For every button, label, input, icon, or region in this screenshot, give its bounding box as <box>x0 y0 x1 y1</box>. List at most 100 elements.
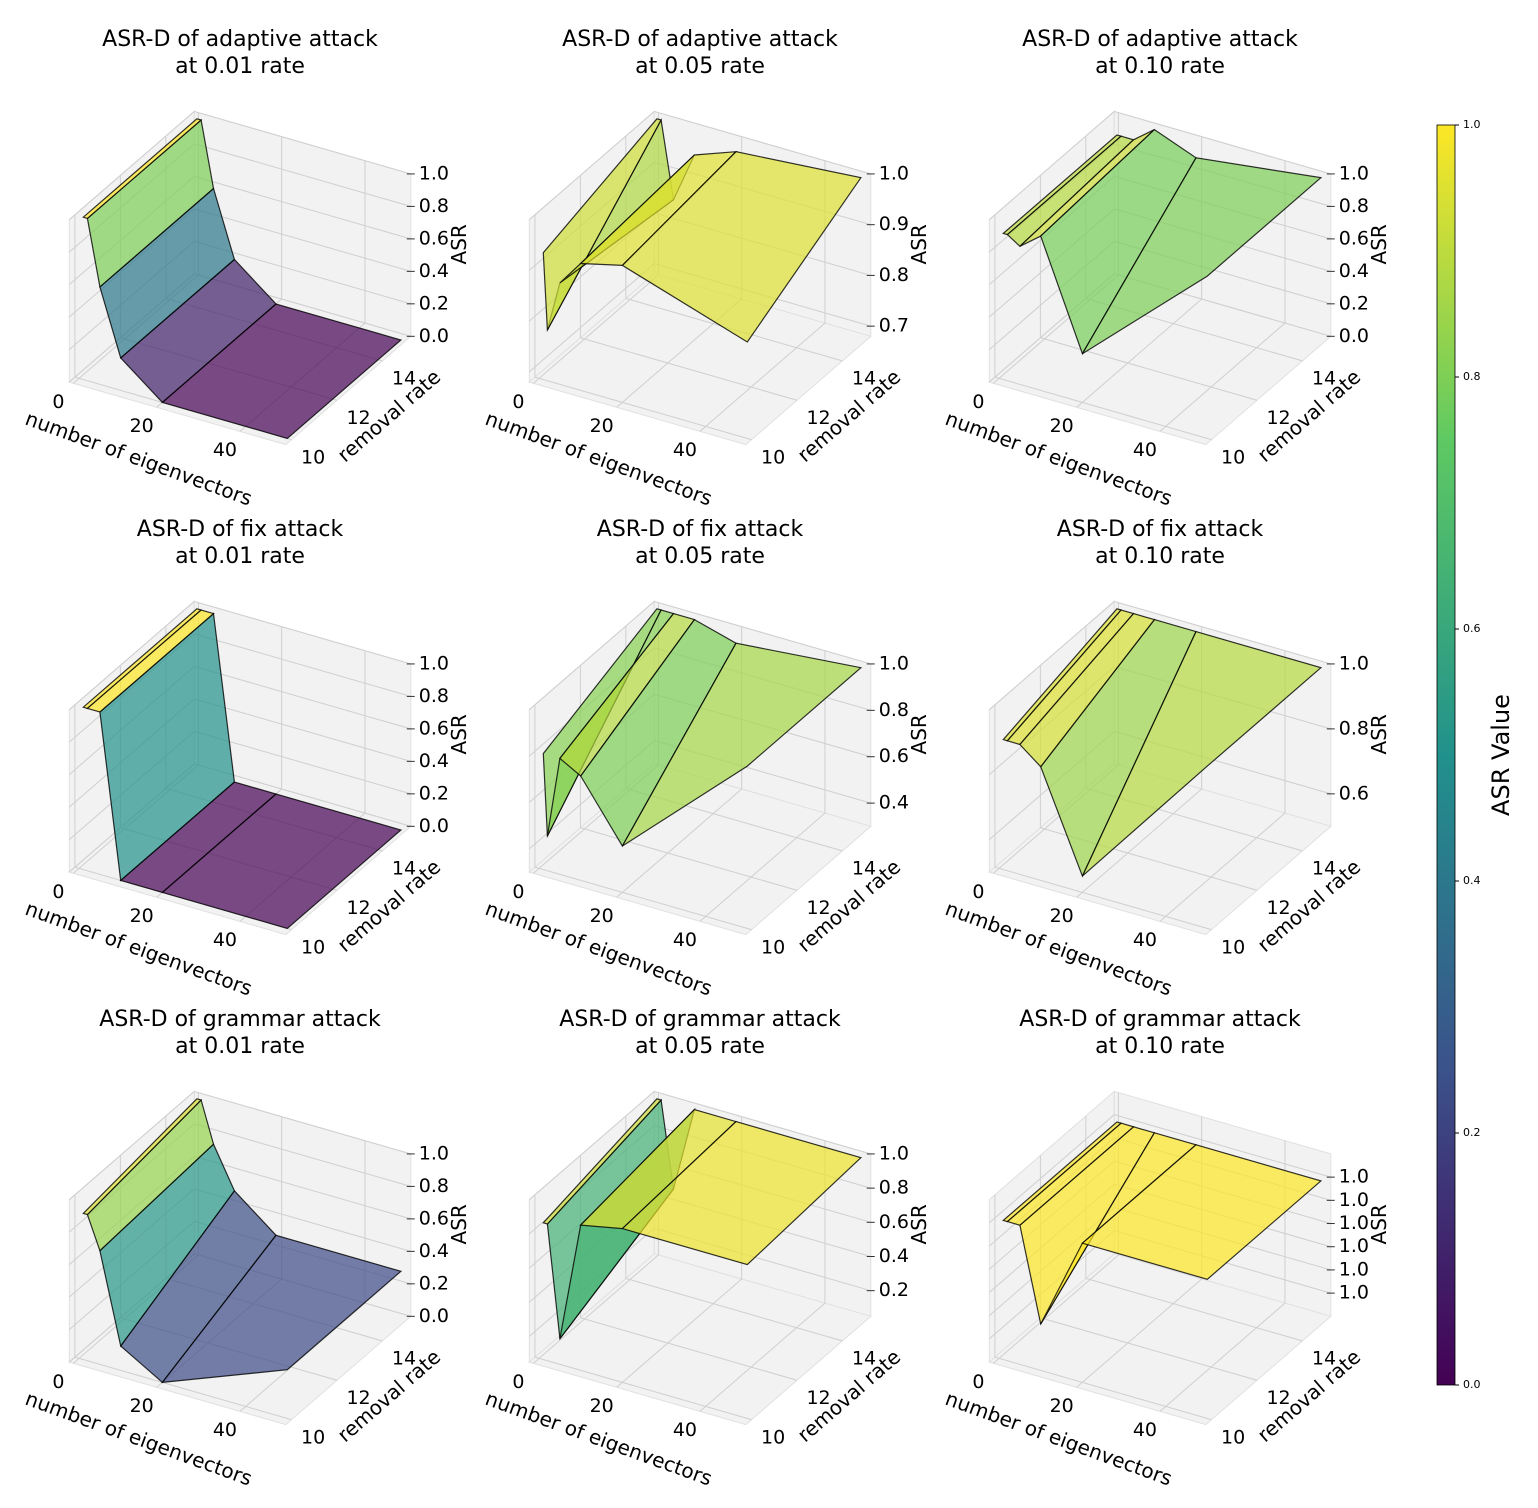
z-tick-label: 0.0 <box>419 1305 449 1327</box>
y-tick-label: 14 <box>852 858 876 880</box>
grid-line <box>528 111 655 221</box>
x-tick-label: 20 <box>590 905 614 927</box>
surface-patch <box>621 151 862 343</box>
grid-line <box>194 730 411 795</box>
y-tick-label: 10 <box>301 1426 325 1448</box>
z-tick-label: 0.4 <box>879 1245 909 1267</box>
z-tick-label: 0.2 <box>1339 292 1369 314</box>
z-tick-label: 0.2 <box>419 782 449 804</box>
grid-line <box>654 1090 871 1155</box>
x-tick-label: 0 <box>972 391 984 413</box>
y-tick-label: 14 <box>1312 368 1336 390</box>
chart-title: ASR-D of adaptive attack <box>1022 27 1298 52</box>
grid-line <box>994 1356 1212 1421</box>
grid-line <box>68 601 195 711</box>
y-tick-label: 12 <box>806 1387 830 1409</box>
grid-line <box>68 1091 195 1201</box>
grid-line <box>616 788 743 898</box>
surface-patch <box>1081 630 1323 877</box>
x-tick-label: 20 <box>1050 905 1074 927</box>
grid-line <box>534 1356 752 1421</box>
grid-line <box>1076 788 1203 898</box>
z-tick-label: 1.0 <box>1339 1212 1369 1234</box>
y-tick-label: 12 <box>806 897 830 919</box>
grid-line <box>194 175 411 240</box>
grid-line <box>1159 812 1286 922</box>
grid-line <box>533 1254 659 1364</box>
x-tick-label: 40 <box>673 439 697 461</box>
z-tick-label: 1.0 <box>1339 652 1369 674</box>
z-tick-label: 1.0 <box>419 652 449 674</box>
x-tick-label: 20 <box>590 415 614 437</box>
z-tick-label: 0.8 <box>419 1175 449 1197</box>
grid-line <box>74 1356 292 1421</box>
colorbar-label: ASR Value <box>1487 694 1515 816</box>
x-tick-label: 0 <box>52 391 64 413</box>
grid-line <box>1076 1278 1203 1388</box>
surface-patch <box>621 1120 863 1266</box>
z-axis-label: ASR <box>1367 224 1391 264</box>
grid-line <box>194 110 411 175</box>
chart-title: at 0.10 rate <box>1095 54 1225 79</box>
x-tick-label: 0 <box>972 881 984 903</box>
x-tick-label: 40 <box>213 929 237 951</box>
colorbar-tick-label: 0.2 <box>1463 1126 1481 1139</box>
grid-line <box>993 1254 1119 1364</box>
x-tick-label: 0 <box>512 881 524 903</box>
x-tick-label: 40 <box>213 439 237 461</box>
y-tick-label: 10 <box>761 446 785 468</box>
chart-title: ASR-D of grammar attack <box>99 1007 381 1032</box>
y-tick-label: 10 <box>301 936 325 958</box>
grid-line <box>699 1302 826 1412</box>
y-tick-label: 10 <box>1221 1426 1245 1448</box>
surface-patch <box>1006 1122 1135 1226</box>
y-tick-label: 12 <box>346 407 370 429</box>
z-tick-label: 1.0 <box>1339 162 1369 184</box>
surface-patch <box>161 793 403 930</box>
y-tick-label: 10 <box>1221 446 1245 468</box>
grid-line <box>194 208 411 272</box>
z-tick-label: 0.8 <box>879 1177 909 1199</box>
chart-title: ASR-D of adaptive attack <box>562 27 838 52</box>
z-tick-label: 1.0 <box>1339 1235 1369 1257</box>
grid-line <box>1114 110 1331 175</box>
grid-line <box>528 1091 655 1201</box>
grid-line <box>1114 1114 1331 1178</box>
z-tick-label: 1.0 <box>419 162 449 184</box>
x-tick-label: 0 <box>52 1371 64 1393</box>
chart-title: at 0.05 rate <box>635 54 765 79</box>
grid-line <box>988 601 1115 711</box>
grid-line <box>1085 1277 1303 1342</box>
z-tick-label: 0.4 <box>419 1240 449 1262</box>
x-tick-label: 20 <box>130 1395 154 1417</box>
surface-patch <box>542 118 662 333</box>
y-tick-label: 14 <box>1312 858 1336 880</box>
z-tick-label: 0.4 <box>1339 260 1369 282</box>
x-tick-label: 0 <box>972 1371 984 1393</box>
x-tick-label: 40 <box>673 929 697 951</box>
x-tick-label: 20 <box>130 415 154 437</box>
z-axis-label: ASR <box>907 224 931 264</box>
grid-line <box>1076 298 1203 408</box>
z-tick-label: 0.8 <box>879 699 909 721</box>
z-tick-label: 0.8 <box>879 264 909 286</box>
z-tick-label: 0.6 <box>419 717 449 739</box>
chart-title: at 0.05 rate <box>635 1034 765 1059</box>
y-tick-label: 10 <box>1221 936 1245 958</box>
surface-patch <box>161 1234 403 1384</box>
grid-line <box>194 633 411 697</box>
chart-title: at 0.01 rate <box>175 544 305 569</box>
pane <box>528 273 872 446</box>
grid-line <box>988 1114 1115 1224</box>
grid-line <box>994 376 1212 441</box>
x-tick-label: 20 <box>1050 1395 1074 1417</box>
y-tick-label: 12 <box>1266 407 1290 429</box>
z-tick-label: 0.6 <box>1339 227 1369 249</box>
z-tick-label: 0.8 <box>1339 717 1369 739</box>
z-tick-label: 0.4 <box>419 260 449 282</box>
z-tick-label: 1.0 <box>879 652 909 674</box>
grid-line <box>1159 1302 1286 1412</box>
x-tick-label: 40 <box>1133 1419 1157 1441</box>
chart-title: ASR-D of fix attack <box>1057 517 1264 542</box>
